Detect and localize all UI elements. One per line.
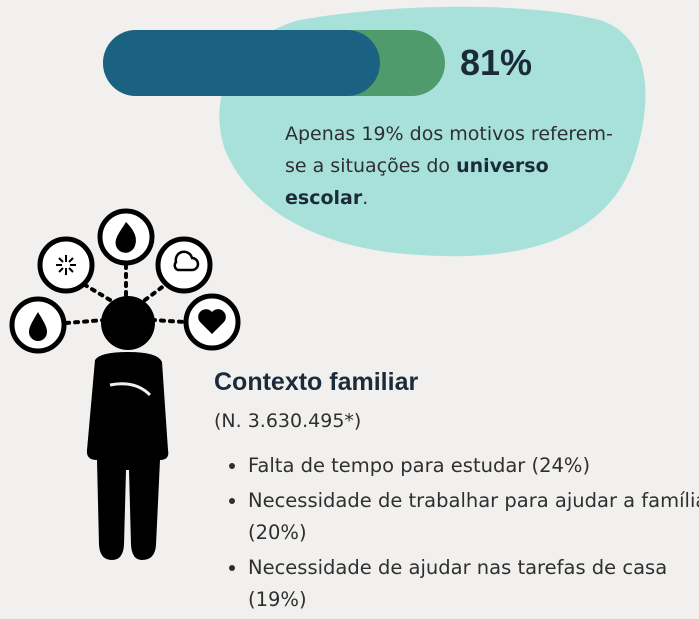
list-item: Necessidade de ajudar nas tarefas de cas… — [248, 552, 699, 616]
item-list: Falta de tempo para estudar (24%)Necessi… — [212, 450, 699, 619]
note-end: . — [362, 187, 368, 209]
figure — [12, 211, 238, 560]
section-subtitle: (N. 3.630.495*) — [214, 410, 361, 432]
note-text: Apenas 19% dos motivos referem-se a situ… — [285, 123, 613, 177]
list-item: Necessidade de trabalhar para ajudar a f… — [248, 485, 699, 549]
section-title: Contexto familiar — [214, 368, 418, 397]
progress-label: 81% — [460, 42, 532, 84]
list-item: Falta de tempo para estudar (24%) — [248, 450, 699, 482]
note: Apenas 19% dos motivos referem-se a situ… — [285, 118, 625, 214]
page: {"progress": {"value": 81, "label": "81%… — [0, 0, 699, 613]
progress-bar — [103, 30, 380, 96]
